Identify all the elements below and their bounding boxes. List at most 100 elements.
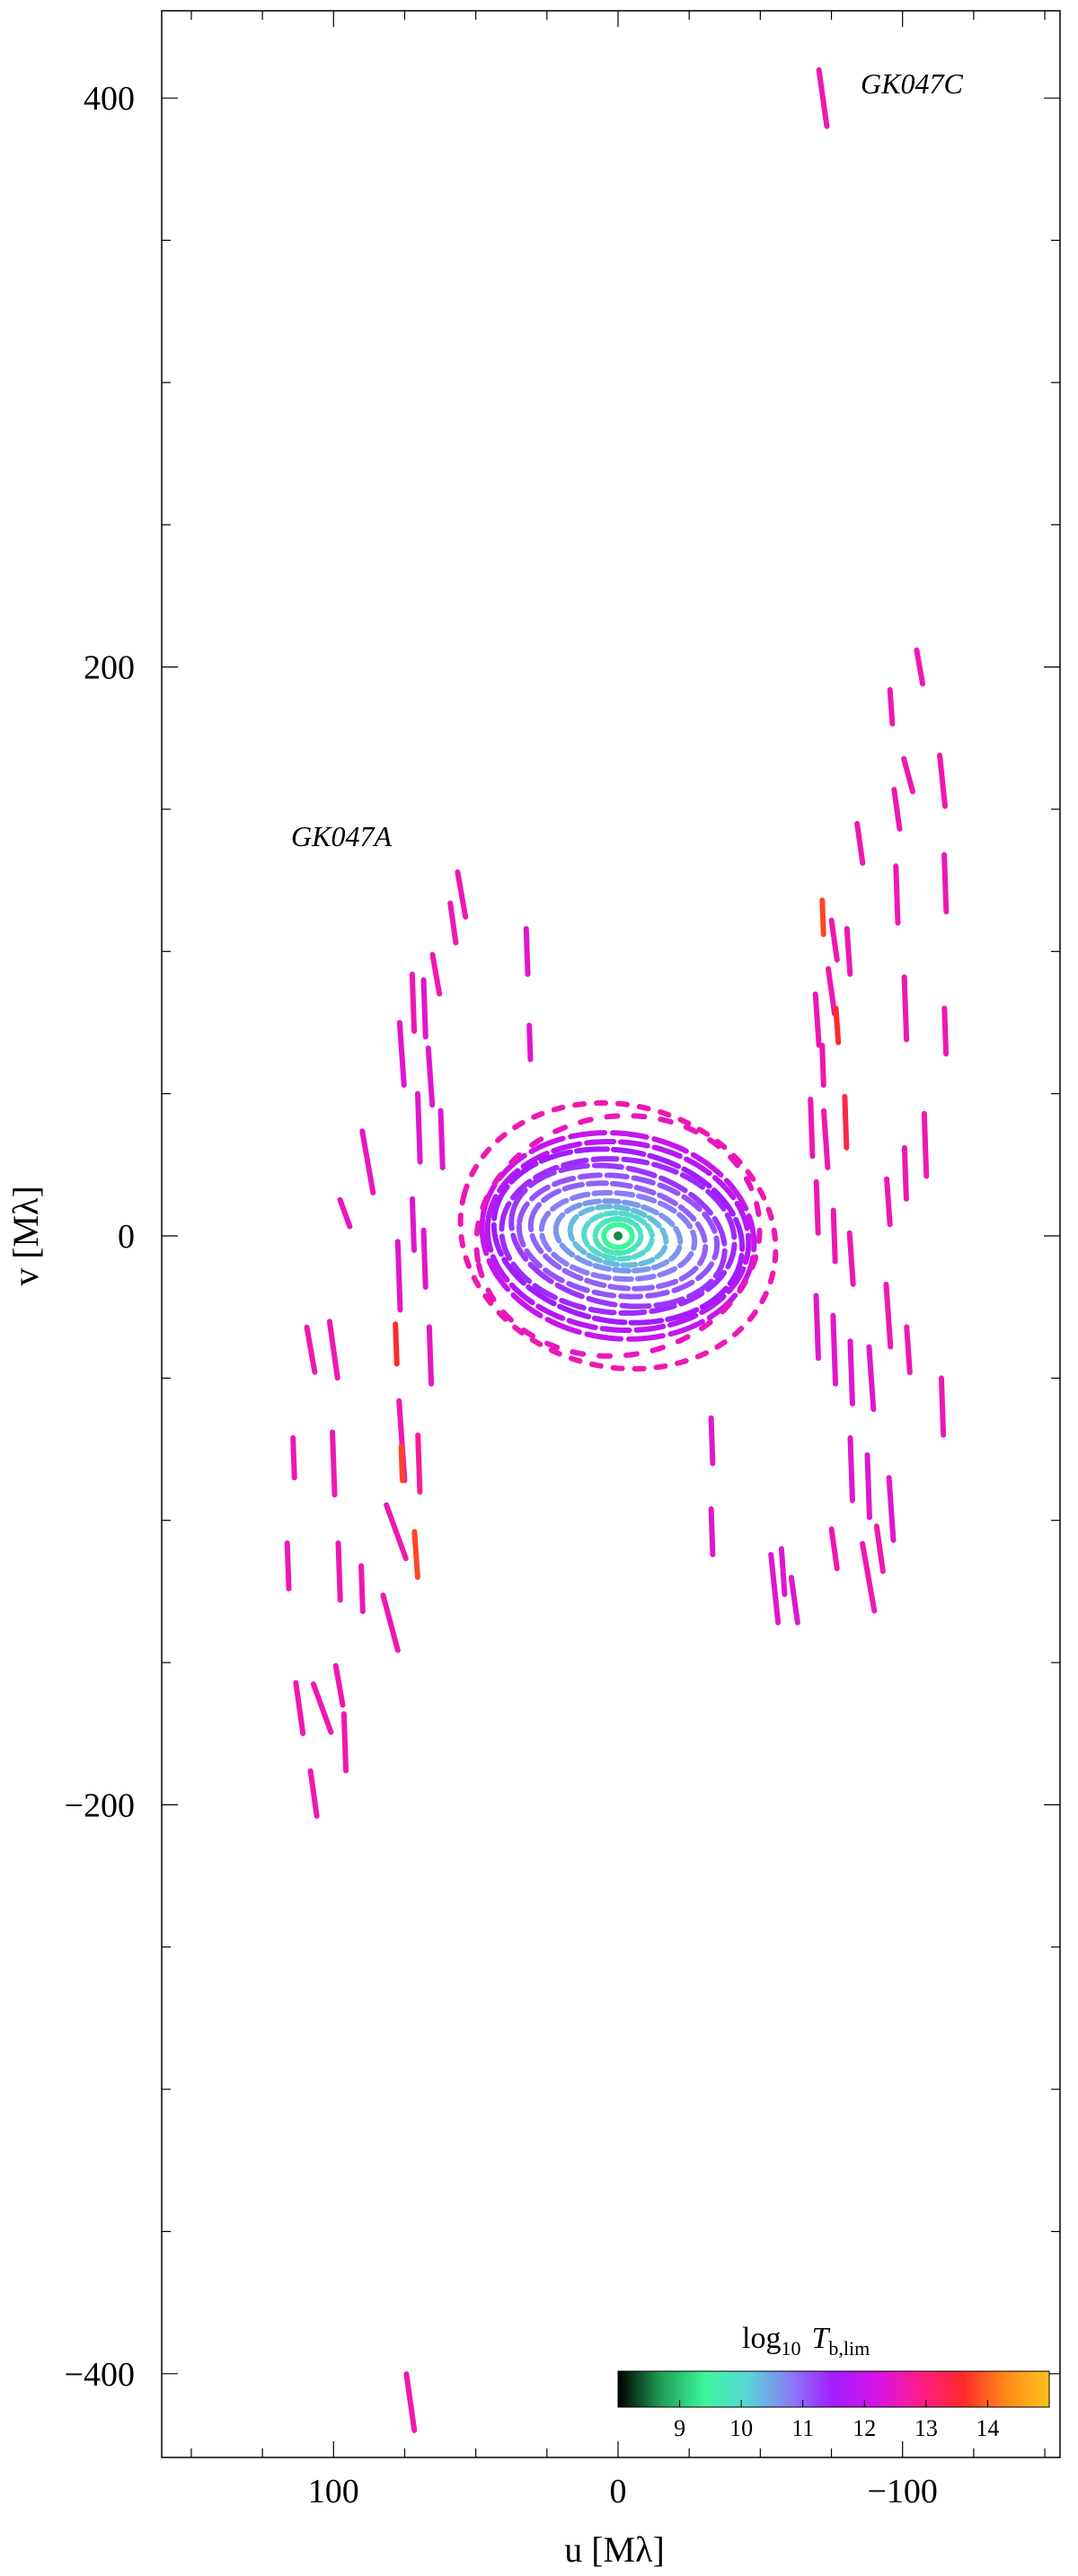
uv-tracks xyxy=(284,66,950,2433)
x-tick-label: −100 xyxy=(867,2473,937,2510)
colorbar-tick-label: 9 xyxy=(674,2415,685,2441)
uv-track-segment xyxy=(820,1107,831,1170)
uv-track-segment xyxy=(768,1551,782,1626)
uv-track-segment xyxy=(340,1711,349,1774)
uv-track-arc xyxy=(508,1162,728,1310)
y-tick-label: 0 xyxy=(118,1218,135,1256)
uv-track-segment xyxy=(403,2371,418,2433)
uv-track-segment xyxy=(420,976,429,1040)
uv-track-arc xyxy=(484,1139,752,1333)
x-tick-label: 0 xyxy=(610,2473,627,2510)
colorbar-tick-label: 11 xyxy=(791,2415,814,2441)
uv-track-segment xyxy=(854,821,866,866)
x-axis-label: u [Mλ] xyxy=(564,2529,665,2570)
uv-track-segment xyxy=(941,1005,950,1057)
uv-track-segment xyxy=(290,1434,297,1481)
uv-track-segment xyxy=(708,1506,716,1557)
uv-track-segment xyxy=(887,686,896,727)
uv-track-segment xyxy=(359,1128,376,1195)
uv-track-segment xyxy=(828,1526,840,1572)
uv-track-arc xyxy=(601,1222,635,1250)
uv-track-segment xyxy=(860,1540,878,1614)
uv-track-segment xyxy=(788,1575,800,1626)
uv-track-segment xyxy=(358,1563,366,1615)
uv-track-segment xyxy=(901,1144,909,1202)
uv-track-segment xyxy=(409,971,418,1034)
uv-track-segment xyxy=(891,786,903,832)
axis-ticks: 400 200 0 −200 −400 100 0 −100 xyxy=(65,11,1060,2510)
uv-track-segment xyxy=(808,1097,816,1160)
uv-track-segment xyxy=(415,1432,423,1495)
uv-track-segment xyxy=(380,1592,401,1654)
uv-track-segment xyxy=(420,1227,429,1290)
uv-track-arc xyxy=(592,1216,644,1256)
uv-track-segment xyxy=(833,1005,842,1045)
uv-track-segment xyxy=(332,1663,346,1708)
uv-track-segment xyxy=(425,1045,436,1108)
colorbar-ticks: 9 10 11 12 13 14 xyxy=(674,2400,999,2441)
uv-track-arc xyxy=(581,1210,655,1262)
uv-track-segment xyxy=(819,897,826,938)
uv-track-segment xyxy=(708,1415,716,1467)
uv-track-segment xyxy=(914,647,926,687)
uv-track-segment xyxy=(812,991,822,1048)
uv-track-segment xyxy=(893,863,901,926)
uv-track-segment xyxy=(883,1281,894,1350)
uv-track-segment xyxy=(884,1176,893,1228)
uv-track-segment xyxy=(830,1312,839,1387)
y-tick-label: 400 xyxy=(84,80,135,118)
uv-track-segment xyxy=(816,66,830,129)
uv-track-segment xyxy=(523,925,531,977)
uv-track-segment xyxy=(307,1768,320,1819)
uv-track-segment xyxy=(396,1019,407,1089)
uv-track-segment xyxy=(778,1546,788,1597)
uv-track-segment xyxy=(326,1319,340,1381)
uv-track-arc xyxy=(527,1180,709,1292)
uv-track-segment xyxy=(526,1022,534,1063)
y-tick-label: −200 xyxy=(65,1786,135,1824)
x-tick-label: 100 xyxy=(308,2473,359,2510)
uv-track-arc xyxy=(473,1113,763,1359)
uv-track-segment xyxy=(414,1090,423,1165)
annotation-gk047a: GK047A xyxy=(291,820,392,852)
uv-track-segment xyxy=(842,1093,850,1151)
uv-track-arc xyxy=(538,1189,698,1283)
uv-track-segment xyxy=(409,1195,417,1253)
plot-frame xyxy=(161,10,1061,2458)
uv-track-segment xyxy=(904,1324,913,1375)
uv-track-segment xyxy=(825,966,838,1017)
uv-track-segment xyxy=(337,1196,353,1230)
uv-track-arc xyxy=(457,1099,779,1372)
uv-track-segment xyxy=(394,1239,403,1313)
uv-track-segment xyxy=(847,1434,855,1504)
uv-track-segment xyxy=(393,1321,400,1367)
uv-track-segment xyxy=(937,752,949,809)
uv-track-segment xyxy=(813,1292,821,1362)
uv-track-segment xyxy=(335,1540,343,1603)
uv-track-segment xyxy=(846,1230,856,1287)
uv-track-segment xyxy=(426,1324,435,1387)
uv-track-arc xyxy=(479,1130,757,1342)
uv-track-segment xyxy=(447,900,459,946)
y-axis-label: v [Mλ] xyxy=(5,1186,46,1286)
uv-track-segment xyxy=(819,1042,826,1089)
uv-track-segment xyxy=(901,974,910,1043)
uv-track-segment xyxy=(455,869,469,920)
colorbar-tick-label: 10 xyxy=(729,2415,753,2441)
uv-track-arc xyxy=(516,1172,720,1300)
uv-track-segment xyxy=(437,1107,446,1170)
uv-track-segment xyxy=(866,1344,877,1413)
uv-track-segment xyxy=(873,1523,886,1575)
uv-track-segment xyxy=(844,926,853,977)
colorbar-tick-label: 13 xyxy=(915,2415,938,2441)
colorbar-tick-label: 14 xyxy=(976,2415,999,2441)
uv-track-segment xyxy=(864,1451,872,1521)
uv-track-core xyxy=(614,1231,623,1240)
uv-track-segment xyxy=(284,1540,292,1592)
uv-track-segment xyxy=(938,1375,947,1438)
uv-track-segment xyxy=(813,1178,821,1236)
uv-track-arc xyxy=(567,1204,669,1268)
uv-track-arc xyxy=(499,1156,738,1316)
uv-track-segment xyxy=(901,755,915,795)
